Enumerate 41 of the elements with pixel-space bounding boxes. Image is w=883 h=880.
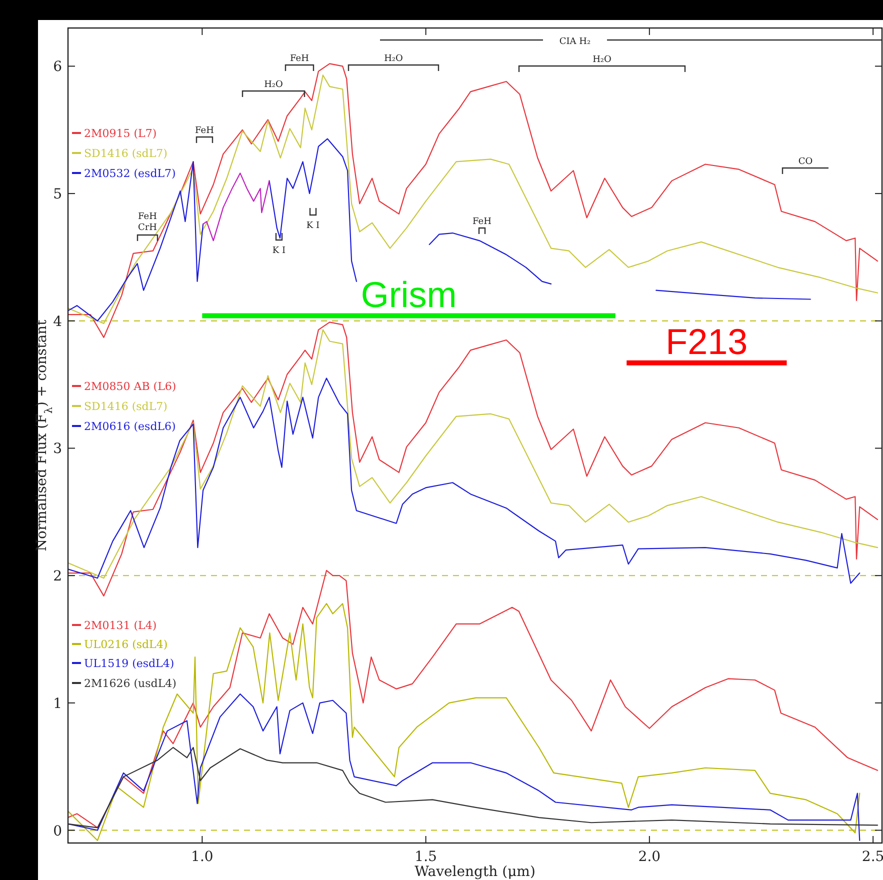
- line-series: [202, 172, 270, 242]
- annotation: CIA H₂: [559, 37, 592, 47]
- legend-label: 2M0131 (L4): [84, 619, 157, 632]
- legend-label: 2M0616 (esdL6): [84, 420, 176, 433]
- line-series: [68, 693, 860, 842]
- x-tick-label: 1.5: [414, 849, 437, 865]
- line-series: [68, 603, 860, 842]
- annotation: H₂O: [592, 55, 612, 65]
- y-tick-label: 4: [53, 314, 62, 330]
- series-label: Grism: [360, 274, 457, 315]
- annotation: H₂O: [264, 80, 283, 90]
- legend-label: SD1416 (sdL7): [84, 147, 168, 160]
- y-tick-label: 2: [53, 568, 62, 585]
- series-label: F213: [666, 320, 748, 362]
- x-tick-label: 2.5: [862, 849, 883, 865]
- legend-label: 2M0850 AB (L6): [84, 380, 176, 393]
- y-tick-label: 5: [53, 186, 62, 203]
- x-tick-label: 2.0: [638, 849, 661, 865]
- line-series: [68, 570, 878, 828]
- y-tick-label: 3: [53, 441, 62, 458]
- legend-label: 2M0915 (L7): [84, 127, 157, 140]
- y-tick-label: 0: [53, 823, 62, 840]
- legend-label: UL1519 (esdL4): [84, 657, 174, 670]
- x-tick-label: 1.0: [191, 849, 214, 865]
- annotation: FeH: [290, 54, 310, 64]
- legend-label: 2M0532 (esdL7): [84, 167, 176, 180]
- legend-label: 2M1626 (usdL4): [84, 677, 176, 690]
- annotation: CO: [798, 157, 813, 167]
- line-series: [68, 746, 878, 828]
- annotation: FeH: [472, 217, 492, 227]
- annotation: K I: [272, 246, 286, 256]
- legend-label: UL0216 (sdL4): [84, 638, 168, 651]
- y-tick-label: 1: [53, 696, 62, 712]
- annotation: K I: [306, 221, 320, 231]
- annotation: FeH CrH: [138, 212, 158, 233]
- x-axis-title: Wavelength (μm): [414, 864, 536, 880]
- legend-label: SD1416 (sdL7): [84, 400, 168, 413]
- y-tick-label: 6: [53, 59, 62, 76]
- annotation: H₂O: [384, 54, 403, 64]
- annotation: FeH: [195, 126, 214, 136]
- line-series: [68, 378, 860, 584]
